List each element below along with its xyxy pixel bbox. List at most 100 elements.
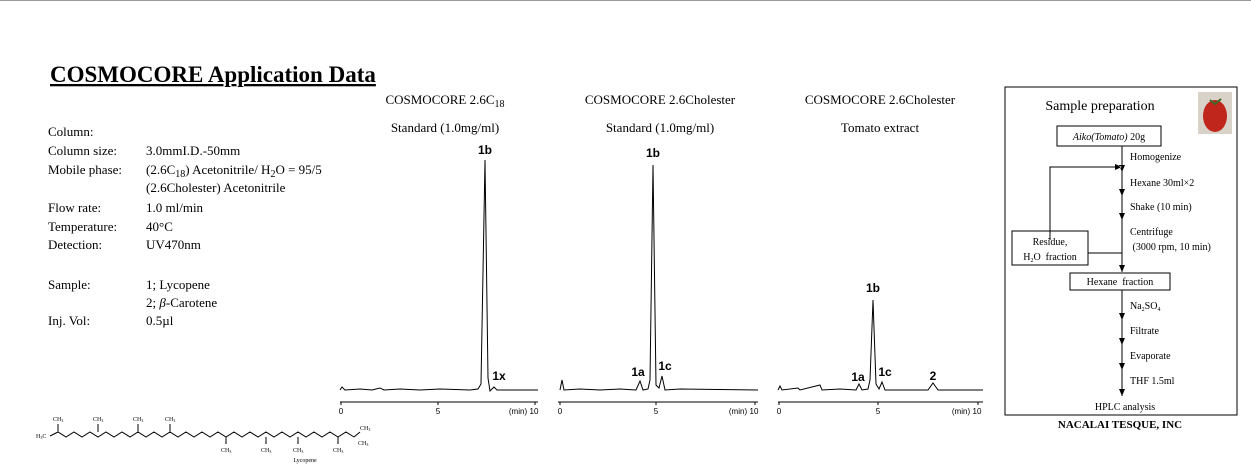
trace bbox=[777, 299, 983, 391]
segment: 3 bbox=[101, 418, 103, 423]
condition-value: 2; β-Carotene bbox=[146, 295, 217, 310]
peak-label: 1x bbox=[492, 369, 506, 383]
peak-label: 1b bbox=[646, 146, 660, 160]
peak-label: 1c bbox=[658, 359, 672, 373]
methyl: CH3 bbox=[261, 448, 271, 454]
condition-value: (2.6C18) Acetonitrile/ H2O = 95/5 bbox=[146, 162, 322, 180]
segment: 3 bbox=[368, 427, 370, 432]
segment: 3 bbox=[269, 449, 271, 454]
sample-name: Standard (1.0mg/ml) bbox=[606, 120, 714, 135]
step: (3000 rpm, 10 min) bbox=[1130, 242, 1211, 253]
tick-label: 10 bbox=[530, 407, 539, 416]
condition-value: 1; Lycopene bbox=[146, 277, 210, 292]
tick-label: 10 bbox=[973, 407, 982, 416]
segment: 40°C bbox=[146, 219, 173, 234]
peak-label: 1b bbox=[478, 143, 492, 157]
segment: CH bbox=[53, 417, 62, 423]
methyl: CH3 bbox=[358, 441, 368, 447]
methyl: CH3 bbox=[221, 448, 231, 454]
arrows bbox=[1115, 164, 1125, 396]
segment: 3 bbox=[301, 449, 303, 454]
sample-name: Tomato extract bbox=[841, 120, 920, 135]
methyl: CH3 bbox=[293, 448, 303, 454]
methyl: CH3 bbox=[93, 417, 103, 423]
peak-label: 1b bbox=[866, 281, 880, 295]
tick-label: 10 bbox=[750, 407, 759, 416]
condition-label: Inj. Vol: bbox=[48, 313, 90, 328]
tick-label: 5 bbox=[654, 407, 659, 416]
chromatogram-3: COSMOCORE 2.6Cholester Tomato extract 0 … bbox=[777, 92, 983, 416]
methyl: CH3 bbox=[360, 426, 370, 432]
segment: UV470nm bbox=[146, 237, 201, 252]
stem bbox=[1209, 98, 1222, 106]
segment: 3 bbox=[61, 418, 63, 423]
step: Centrifuge bbox=[1130, 227, 1173, 238]
condition-label: Flow rate: bbox=[48, 200, 101, 215]
segment: 2; bbox=[146, 295, 159, 310]
box bbox=[1069, 272, 1171, 291]
peak-label: 1a bbox=[851, 370, 865, 384]
segment: CH bbox=[333, 448, 342, 454]
tomato bbox=[1203, 100, 1227, 132]
column-name: COSMOCORE 2.6Cholester bbox=[585, 92, 736, 107]
column-name: COSMOCORE 2.6C18 bbox=[385, 92, 504, 110]
steps: Homogenize Hexane 30ml×2 Shake (10 min) … bbox=[1130, 152, 1211, 253]
condition-value: 0.5µl bbox=[146, 313, 174, 328]
condition-value: (2.6Cholester) Acetonitrile bbox=[146, 180, 286, 195]
peak-label: 1c bbox=[878, 365, 892, 379]
step: Hexane 30ml×2 bbox=[1130, 178, 1194, 189]
segment: β bbox=[158, 295, 166, 310]
segment: 3 bbox=[173, 418, 175, 423]
segment: CH bbox=[358, 441, 367, 447]
segment: 0.5µl bbox=[146, 313, 174, 328]
chromatogram-2: COSMOCORE 2.6Cholester Standard (1.0mg/m… bbox=[558, 92, 759, 416]
tick-label: 5 bbox=[876, 407, 881, 416]
chromatogram-1: COSMOCORE 2.6C18 Standard (1.0mg/ml) 0 5… bbox=[339, 92, 539, 416]
segment: CH bbox=[221, 448, 230, 454]
residue: H2O fraction bbox=[1023, 252, 1077, 264]
segment: 3 bbox=[229, 449, 231, 454]
structure-name: Lycopene bbox=[293, 458, 317, 464]
company: NACALAI TESQUE, INC bbox=[1058, 419, 1182, 431]
segment: 3.0mmI.D.-50mm bbox=[146, 143, 240, 158]
box bbox=[1011, 230, 1089, 266]
segment: 1.0 ml/min bbox=[146, 200, 204, 215]
tick-label: 5 bbox=[436, 407, 441, 416]
condition-label: Mobile phase: bbox=[48, 162, 122, 177]
segment: (2.6C bbox=[146, 162, 175, 177]
unit: (min) bbox=[509, 407, 528, 416]
condition-label: Column size: bbox=[48, 143, 117, 158]
sample-name: Standard (1.0mg/ml) bbox=[391, 120, 499, 135]
peak-label: 1a bbox=[631, 365, 645, 379]
tick-label: 0 bbox=[777, 407, 782, 416]
tick-label: 0 bbox=[558, 407, 563, 416]
segment: CH bbox=[360, 426, 369, 432]
trace bbox=[339, 159, 538, 393]
condition-value: 3.0mmI.D.-50mm bbox=[146, 143, 240, 158]
segment: (2.6Cholester) Acetonitrile bbox=[146, 180, 286, 195]
segment: O = 95/5 bbox=[275, 162, 321, 177]
step: Homogenize bbox=[1130, 152, 1182, 163]
segment: 3 bbox=[40, 435, 42, 440]
step: Na2SO4 bbox=[1130, 301, 1160, 313]
segment: CH bbox=[165, 417, 174, 423]
prep-title: Sample preparation bbox=[1045, 99, 1154, 114]
loop-line bbox=[1049, 166, 1118, 240]
methyl: H3C bbox=[36, 434, 46, 440]
condition-value: UV470nm bbox=[146, 237, 201, 252]
title: COSMOCORE Application Data bbox=[50, 62, 376, 87]
condition-label: Detection: bbox=[48, 237, 102, 252]
condition-label: Sample: bbox=[48, 277, 91, 292]
end: HPLC analysis bbox=[1095, 402, 1155, 413]
segment: 2 bbox=[270, 169, 275, 180]
unit: (min) bbox=[952, 407, 971, 416]
condition-label: Temperature: bbox=[48, 219, 117, 234]
methyl: CH3 bbox=[133, 417, 143, 423]
start: Aiko(Tomato) 20g bbox=[1072, 132, 1145, 143]
segment: 3 bbox=[366, 442, 368, 447]
step: THF 1.5ml bbox=[1130, 376, 1175, 387]
segment: 3 bbox=[141, 418, 143, 423]
